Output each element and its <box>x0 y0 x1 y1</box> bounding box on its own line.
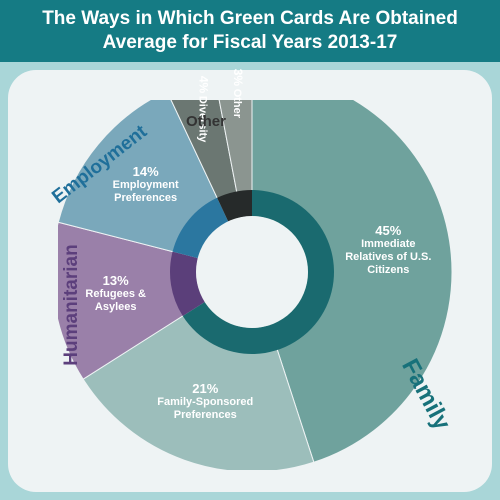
category-label: Immediate Relatives of U.S. Citizens <box>345 238 432 277</box>
title-bar <box>0 0 500 62</box>
slice-label: 45%Immediate Relatives of U.S. Citizens <box>338 215 438 285</box>
category-label: Diversity <box>197 96 209 143</box>
value-label: 13% <box>102 273 129 289</box>
group-ring <box>169 251 205 316</box>
slice-label-box: 45% Immediate Relatives of U.S. Citizens <box>338 215 438 285</box>
value-label: 21% <box>192 381 219 397</box>
chart-title: The Ways in Which Green Cards Are Obtain… <box>42 8 458 29</box>
slice-label-box: 14% Employment Preferences <box>96 149 196 219</box>
slice-label: 13%Refugees & Asylees <box>66 259 166 329</box>
group-label: Other <box>186 113 226 130</box>
category-label: Refugees & Asylees <box>85 288 146 314</box>
slice-label-box: 21% Family-Sponsored Preferences <box>155 367 255 437</box>
hole <box>196 216 308 328</box>
category-label: Employment Preferences <box>112 178 179 204</box>
chart-subtitle: Average for Fiscal Years 2013-17 <box>103 32 398 53</box>
slice-label: 21%Family-Sponsored Preferences <box>155 367 255 437</box>
value-label: 4% <box>196 76 210 94</box>
slice-label-box: 13% Refugees & Asylees <box>66 259 166 329</box>
value-label: 45% <box>375 223 402 239</box>
category-label: Family-Sponsored Preferences <box>157 396 254 422</box>
slice-label: 3% Other <box>231 69 245 119</box>
slice-label: 4% Diversity <box>196 76 210 143</box>
group-ring <box>172 197 229 259</box>
value-label: 3% <box>231 69 245 87</box>
group-label: Humanitarian <box>61 244 82 365</box>
slice-label: 14%Employment Preferences <box>96 149 196 219</box>
value-label: 14% <box>132 163 159 179</box>
group-ring <box>217 190 252 222</box>
category-label: Other <box>231 89 243 119</box>
slice <box>251 100 452 463</box>
group-ring <box>182 190 334 355</box>
